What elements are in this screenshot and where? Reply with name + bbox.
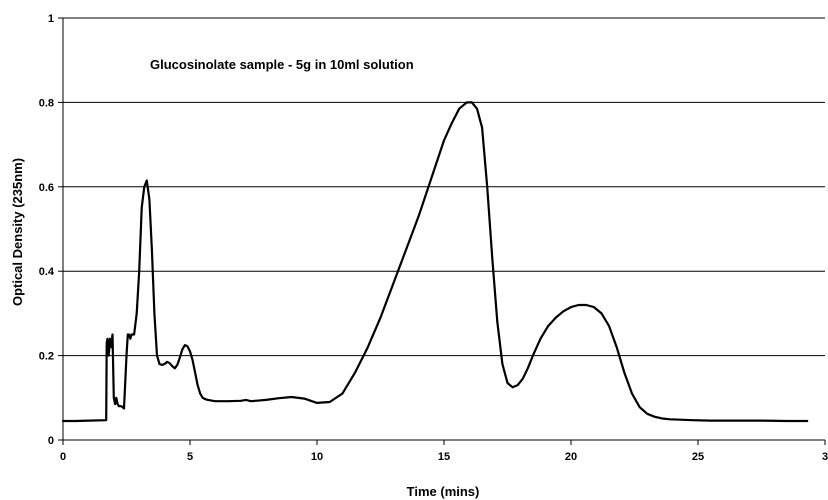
y-ticks: 0 0.2 0.4 0.6 0.8 1 xyxy=(39,13,63,447)
gridlines xyxy=(63,17,825,357)
y-tick-label: 0.6 xyxy=(39,182,54,194)
y-tick-label: 1 xyxy=(48,13,54,25)
x-tick-label: 20 xyxy=(565,451,577,463)
x-tick-label: 5 xyxy=(187,451,193,463)
x-tick-label: 25 xyxy=(692,451,704,463)
y-tick-label: 0.4 xyxy=(39,266,55,278)
x-axis-title: Time (mins) xyxy=(407,484,480,499)
sample-annotation: Glucosinolate sample - 5g in 10ml soluti… xyxy=(150,57,414,72)
x-ticks: 0 5 10 15 20 25 3 xyxy=(60,440,828,463)
axes xyxy=(62,18,825,441)
y-axis-title: Optical Density (235nm) xyxy=(10,158,25,306)
data-line xyxy=(61,101,809,423)
x-tick-label: 10 xyxy=(311,451,323,463)
y-tick-label: 0 xyxy=(48,435,54,447)
x-tick-label: 3 xyxy=(822,451,828,463)
x-tick-label: 15 xyxy=(438,451,450,463)
x-tick-label: 0 xyxy=(60,451,66,463)
y-tick-label: 0.2 xyxy=(39,351,54,363)
y-tick-label: 0.8 xyxy=(39,97,54,109)
